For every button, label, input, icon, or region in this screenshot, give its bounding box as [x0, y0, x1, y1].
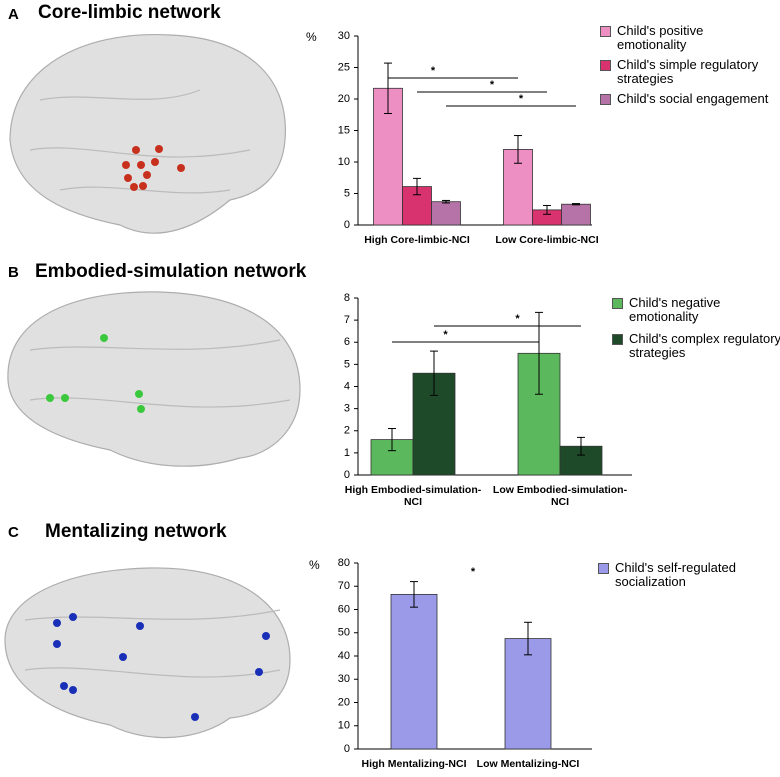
y-tick-label: 5	[344, 187, 350, 199]
significance-star: *	[431, 65, 436, 77]
bar	[561, 203, 591, 226]
y-tick-label: 6	[344, 336, 350, 348]
y-tick-label: 7	[344, 314, 350, 326]
legend-swatch	[598, 563, 609, 574]
legend-label: Child's social engagement	[617, 91, 769, 106]
y-tick-label: 50	[338, 627, 350, 639]
significance-star: *	[515, 313, 520, 325]
y-tick-label: 3	[344, 403, 350, 415]
legend-item: Child's positive emotionality	[600, 24, 775, 52]
y-axis-label: %	[309, 558, 320, 572]
significance-star: *	[519, 93, 524, 105]
y-tick-label: 0	[344, 219, 350, 231]
legend-item: Child's complex regulatory strategies	[612, 332, 780, 360]
significance-star: *	[443, 329, 448, 341]
legend: Child's self-regulated socialization	[598, 561, 773, 589]
legend-label: Child's simple regulatory strategies	[617, 57, 759, 86]
legend-swatch	[600, 26, 611, 37]
panel-label: C	[8, 524, 19, 541]
bar	[390, 593, 438, 750]
y-tick-label: 70	[338, 580, 350, 592]
x-tick-label: Low Mentalizing-NCI	[476, 758, 580, 770]
legend-label: Child's negative emotionality	[629, 295, 721, 324]
y-tick-label: 20	[338, 696, 350, 708]
bar	[431, 201, 461, 226]
y-tick-label: 80	[338, 557, 350, 569]
legend-item: Child's self-regulated socialization	[598, 561, 773, 589]
y-tick-label: 8	[344, 292, 350, 304]
legend-item: Child's negative emotionality	[612, 296, 780, 324]
significance-star: *	[471, 566, 476, 578]
brain-a	[9, 33, 287, 234]
brain-b	[7, 291, 301, 467]
x-tick-label: High Core-limbic-NCI	[364, 234, 470, 246]
legend-swatch	[612, 334, 623, 345]
y-tick-label: 0	[344, 743, 350, 755]
x-tick-label: Low Core-limbic-NCI	[495, 234, 599, 246]
legend-swatch	[600, 94, 611, 105]
y-tick-label: 20	[338, 93, 350, 105]
y-tick-label: 60	[338, 603, 350, 615]
x-tick-label: High Embodied-simulation-NCI	[344, 484, 482, 508]
legend-item: Child's social engagement	[600, 92, 775, 106]
significance-star: *	[490, 79, 495, 91]
legend-swatch	[612, 298, 623, 309]
panel-label: A	[8, 6, 19, 23]
legend: Child's negative emotionality Child's com…	[612, 296, 780, 360]
y-tick-label: 4	[344, 380, 350, 392]
legend-label: Child's complex regulatory strategies	[629, 331, 780, 360]
x-tick-label: High Mentalizing-NCI	[361, 758, 467, 770]
legend-swatch	[600, 60, 611, 71]
y-tick-label: 40	[338, 650, 350, 662]
y-tick-label: 0	[344, 469, 350, 481]
y-tick-label: 5	[344, 358, 350, 370]
x-tick-label: Low Embodied-simulation-NCI	[492, 484, 628, 508]
y-tick-label: 30	[338, 30, 350, 42]
legend: Child's positive emotionality Child's sim…	[600, 24, 775, 106]
y-tick-label: 10	[338, 720, 350, 732]
y-tick-label: 1	[344, 447, 350, 459]
panel-label: B	[8, 264, 19, 281]
panel-title: Mentalizing network	[45, 521, 227, 542]
y-tick-label: 10	[338, 156, 350, 168]
brain-c	[4, 567, 291, 739]
panel-title: Core-limbic network	[38, 2, 221, 23]
bar	[504, 638, 552, 750]
legend-item: Child's simple regulatory strategies	[600, 58, 775, 86]
y-tick-label: 15	[338, 124, 350, 136]
y-tick-label: 30	[338, 673, 350, 685]
y-tick-label: 25	[338, 61, 350, 73]
y-tick-label: 2	[344, 425, 350, 437]
legend-label: Child's self-regulated socialization	[615, 560, 736, 589]
y-axis-label: %	[306, 30, 317, 44]
panel-title: Embodied-simulation network	[35, 261, 307, 282]
legend-label: Child's positive emotionality	[617, 23, 704, 52]
